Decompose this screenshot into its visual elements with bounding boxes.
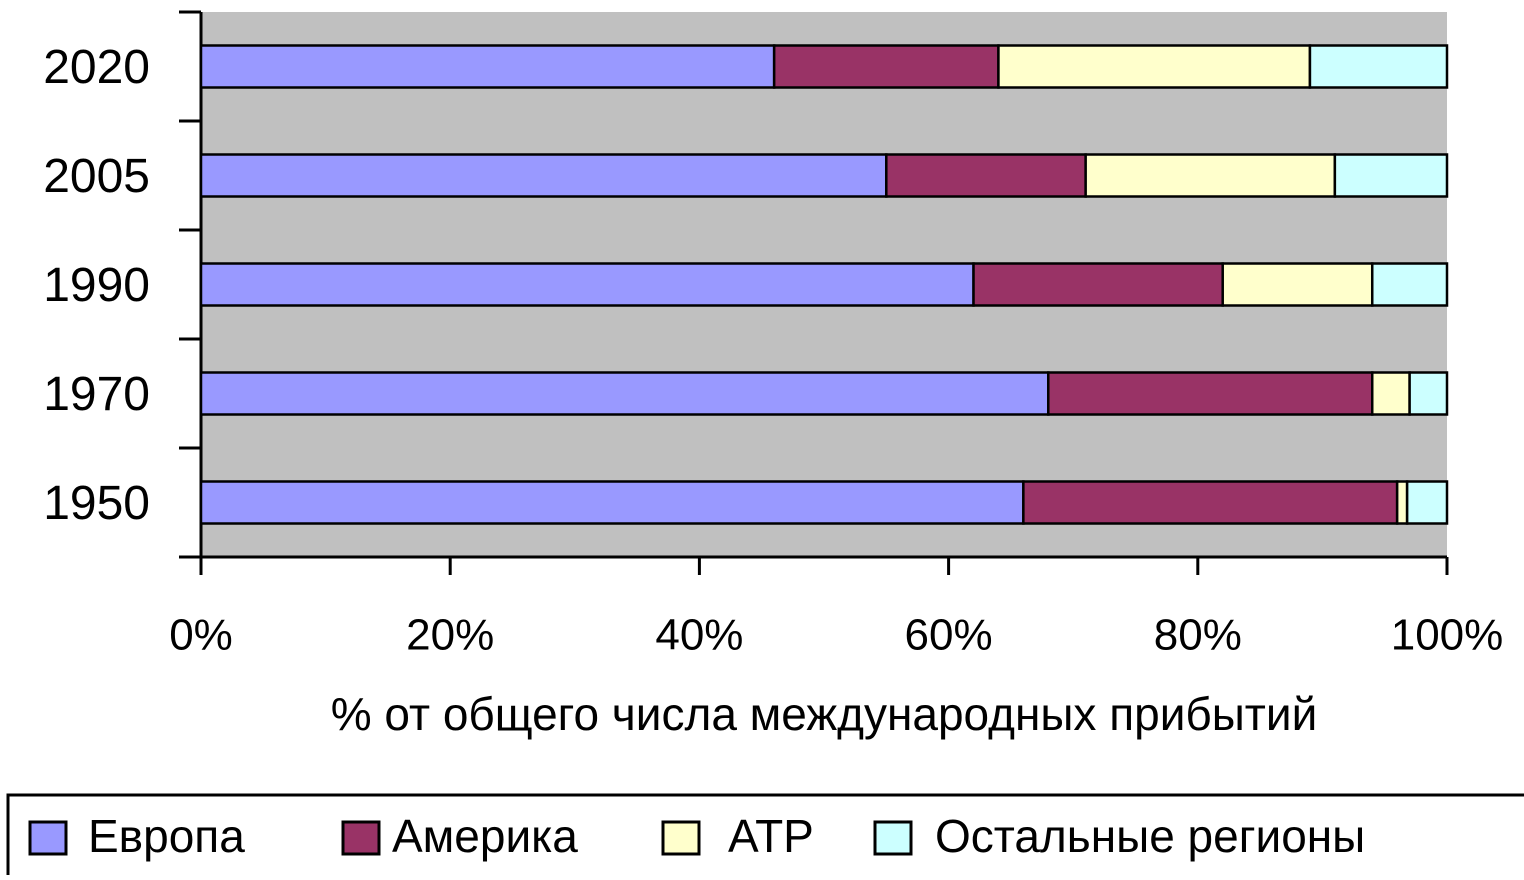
legend-box: [6, 793, 1524, 880]
bar-segment: [1047, 371, 1374, 416]
bar-segment: [972, 262, 1224, 307]
legend-swatch: [28, 820, 68, 856]
legend-swatch: [661, 820, 701, 856]
x-tick-label: 60%: [905, 611, 993, 660]
bar-segment: [997, 44, 1312, 89]
legend-swatch: [341, 820, 381, 856]
legend-swatch: [873, 820, 913, 856]
bar-segment: [1084, 153, 1337, 198]
y-tick-label: 1950: [43, 477, 150, 530]
legend-label: Европа: [88, 810, 245, 862]
bar-segment: [1308, 44, 1449, 89]
bar-segment: [199, 480, 1025, 525]
x-axis-label: % от общего числа международных прибытий: [331, 688, 1318, 740]
legend-label: АТР: [728, 810, 814, 862]
bar-segment: [199, 371, 1050, 416]
bar-segment: [199, 44, 776, 89]
bar-segment: [199, 262, 975, 307]
legend-label: Остальные регионы: [935, 810, 1365, 862]
x-tick-label: 100%: [1391, 611, 1504, 660]
legend-label: Америка: [392, 810, 578, 862]
bar-segment: [199, 153, 888, 198]
x-tick-label: 80%: [1154, 611, 1242, 660]
bar-segment: [1333, 153, 1449, 198]
bar-segment: [1370, 262, 1449, 307]
bar-segment: [1395, 480, 1409, 525]
bar-segment: [1022, 480, 1399, 525]
x-tick-label: 0%: [169, 611, 233, 660]
bar-segment: [1221, 262, 1374, 307]
y-tick-label: 1990: [43, 259, 150, 312]
bar-segment: [772, 44, 1000, 89]
bar-segment: [1408, 371, 1449, 416]
x-tick-label: 20%: [406, 611, 494, 660]
y-tick-label: 2005: [43, 150, 150, 203]
y-tick-label: 1970: [43, 368, 150, 421]
y-tick-label: 2020: [43, 41, 150, 94]
bar-segment: [1370, 371, 1411, 416]
bar-segment: [885, 153, 1087, 198]
bar-segment: [1405, 480, 1449, 525]
x-tick-label: 40%: [655, 611, 743, 660]
